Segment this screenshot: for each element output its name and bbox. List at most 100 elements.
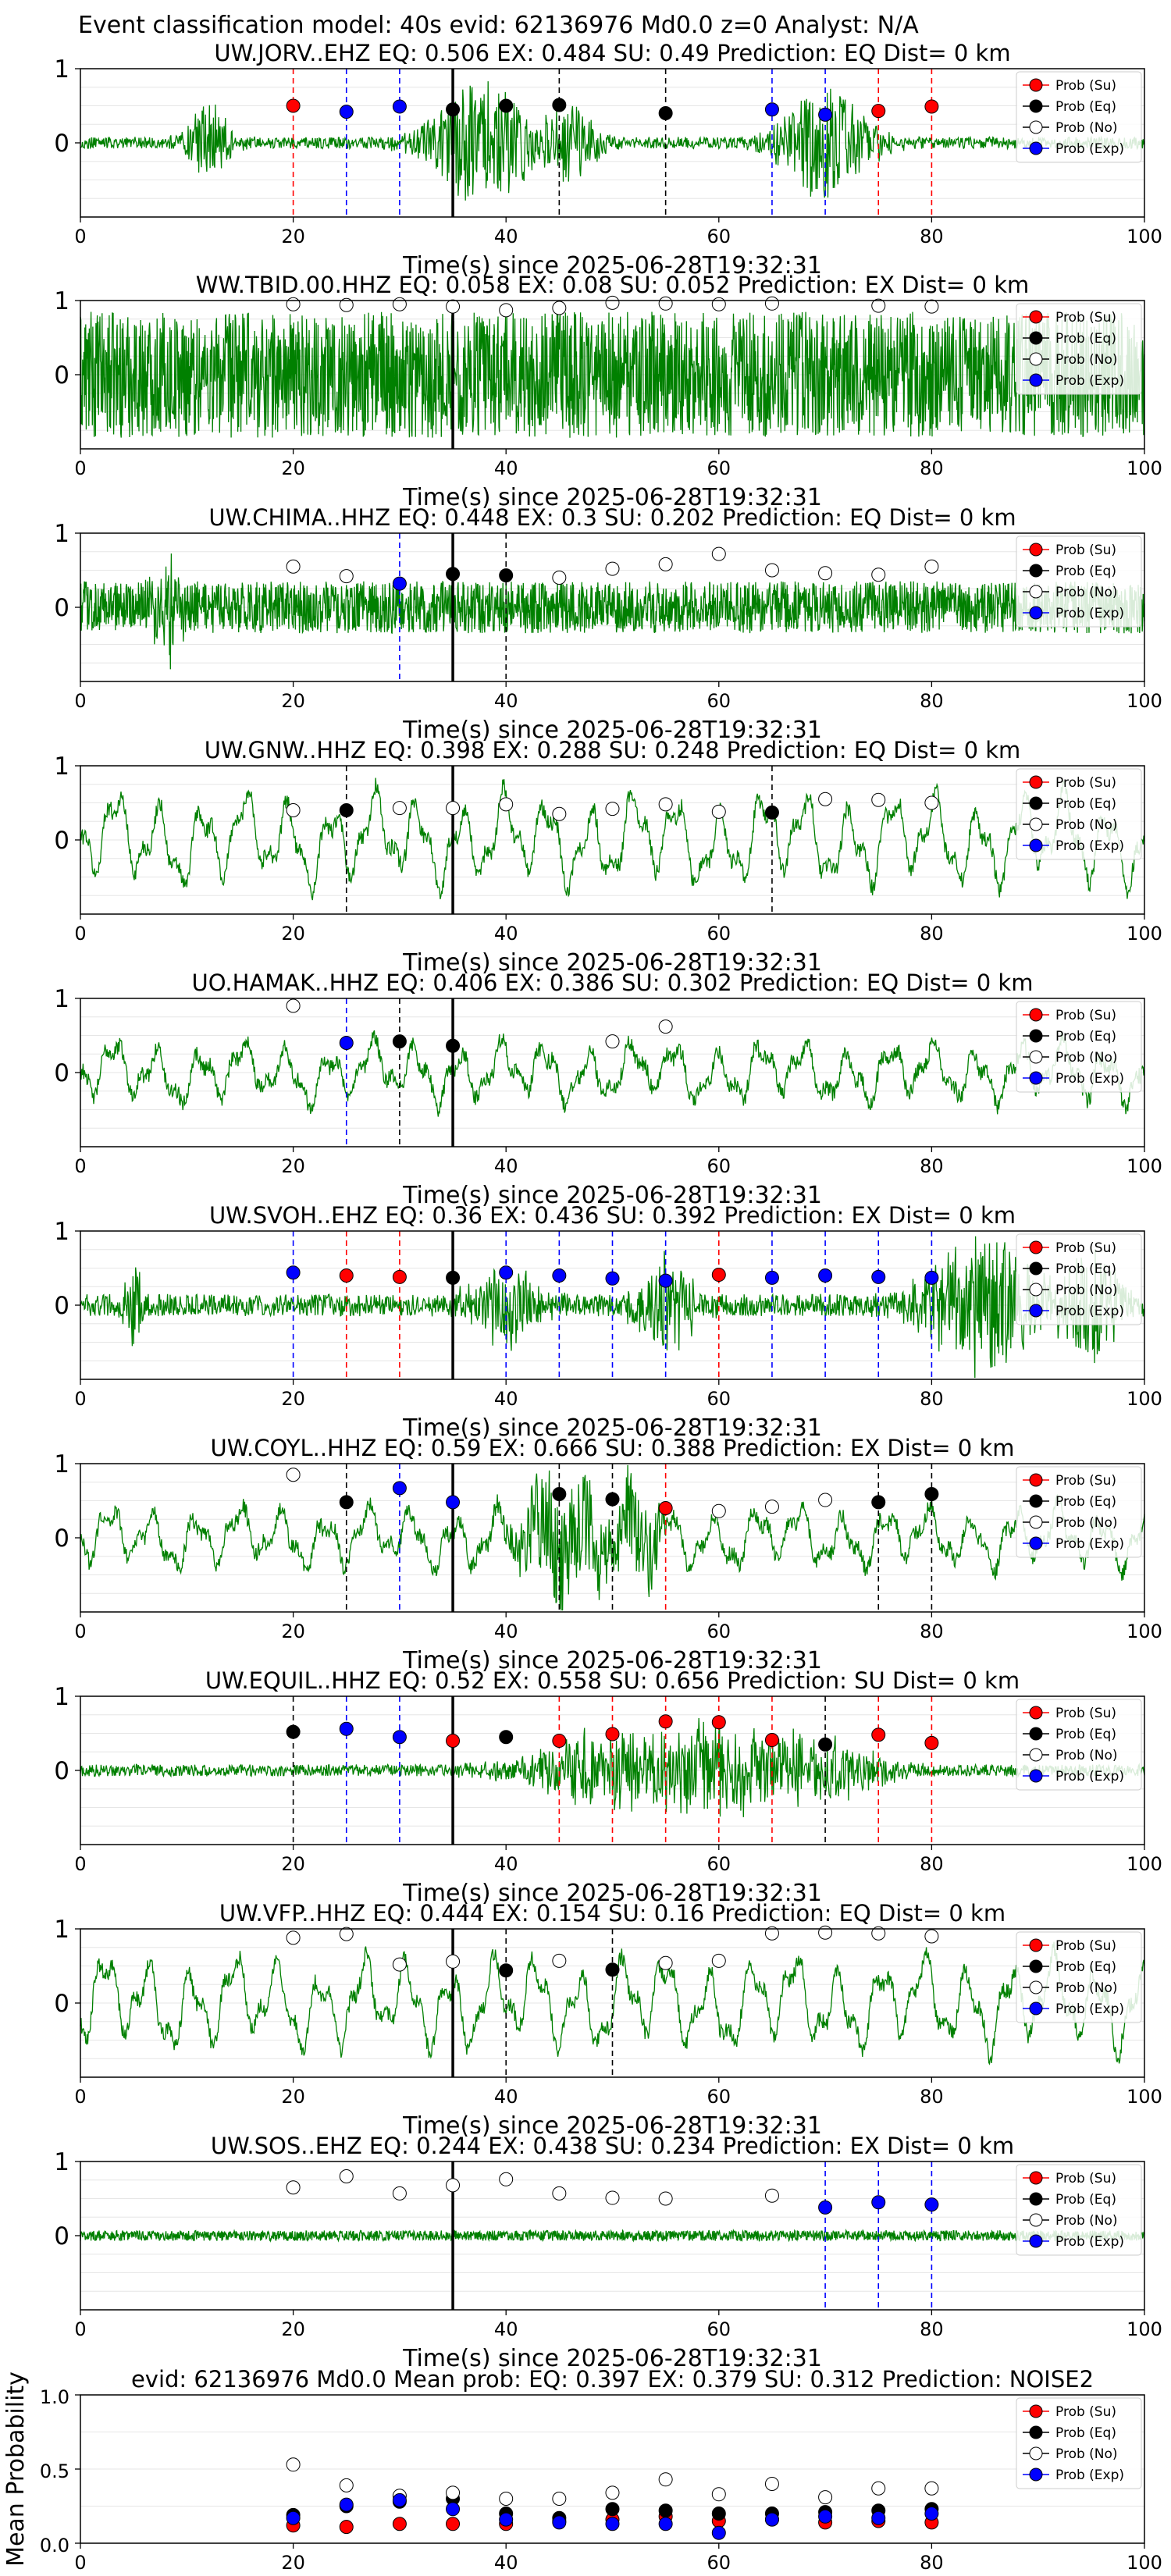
x-tick-label: 0: [74, 2318, 86, 2340]
panel-10: evid: 62136976 Md0.0 Mean prob: EQ: 0.39…: [2, 2366, 1162, 2574]
x-tick-label: 20: [281, 226, 305, 247]
legend-label-eq: Prob (Eq): [1055, 796, 1116, 812]
prob-point-no: [605, 1034, 620, 1049]
prob-point-no: [552, 571, 567, 585]
legend-label-su: Prob (Su): [1055, 775, 1116, 791]
y-tick-label: 0: [54, 594, 69, 622]
prob-point-no: [924, 795, 939, 810]
x-tick-label: 60: [707, 1621, 731, 1642]
x-tick-label: 40: [494, 2552, 518, 2574]
prob-point-eq: [446, 102, 461, 117]
legend-frame: [1016, 2397, 1142, 2489]
mean-prob-point-exp: [924, 2507, 939, 2521]
legend-marker-su: [1029, 1240, 1043, 1254]
y-tick-label: 1.0: [40, 2386, 69, 2408]
mean-prob-point-no: [924, 2481, 939, 2496]
prob-point-no: [339, 569, 354, 584]
prob-point-exp: [499, 1265, 514, 1280]
x-axis-label: Time(s) since 2025-06-28T19:32:31: [402, 949, 822, 977]
x-tick-label: 80: [920, 690, 944, 712]
legend-marker-no: [1029, 1050, 1043, 1064]
y-tick-label: 0: [54, 1525, 69, 1553]
mean-prob-point-no: [818, 2490, 833, 2505]
prob-point-no: [499, 797, 514, 812]
legend-marker-exp: [1029, 2234, 1043, 2248]
prob-point-exp: [764, 1270, 779, 1285]
legend-frame: [1016, 768, 1142, 860]
panel-0: UW.JORV..EHZ EQ: 0.506 EX: 0.484 SU: 0.4…: [54, 40, 1162, 279]
y-tick-label: 1: [54, 287, 69, 315]
x-axis-label: Time(s) since 2025-06-28T19:32:31: [402, 1414, 822, 1442]
y-tick-label: 1: [54, 1450, 69, 1478]
prob-point-su: [711, 1715, 726, 1730]
legend-frame: [1016, 1466, 1142, 1558]
x-tick-label: 80: [920, 457, 944, 479]
legend: Prob (Su) Prob (Eq) Prob (No) Prob (Exp): [1016, 768, 1142, 860]
legend-marker-no: [1029, 817, 1043, 831]
prob-point-no: [658, 1955, 673, 1970]
panel-1: WW.TBID.00.HHZ EQ: 0.058 EX: 0.08 SU: 0.…: [54, 272, 1162, 511]
y-tick-label: 0.5: [40, 2460, 69, 2482]
prob-point-eq: [605, 1492, 620, 1507]
x-tick-label: 0: [74, 1621, 86, 1642]
prob-point-no: [286, 1930, 301, 1945]
x-axis-label: Time(s) since 2025-06-28T19:32:31: [402, 1647, 822, 1674]
x-tick-label: 40: [494, 2086, 518, 2108]
legend-label-exp: Prob (Exp): [1055, 2001, 1124, 2017]
legend: Prob (Su) Prob (Eq) Prob (No) Prob (Exp): [1016, 1931, 1142, 2023]
mean-prob-point-exp: [818, 2509, 833, 2524]
legend-marker-exp: [1029, 2467, 1043, 2482]
x-tick-label: 80: [920, 1853, 944, 1875]
x-tick-label: 60: [707, 2318, 731, 2340]
x-tick-label: 0: [74, 226, 86, 247]
prob-point-no: [711, 546, 726, 561]
legend-label-exp: Prob (Exp): [1055, 1769, 1124, 1784]
x-tick-label: 40: [494, 1621, 518, 1642]
mean-prob-point-su: [392, 2517, 407, 2532]
x-tick-label: 20: [281, 1388, 305, 1410]
y-tick-label: 0: [54, 827, 69, 855]
x-axis-label: Time(s) since 2025-06-28T19:32:31: [402, 717, 822, 744]
x-tick-label: 40: [494, 690, 518, 712]
prob-point-no: [552, 806, 567, 821]
prob-point-exp: [924, 1270, 939, 1285]
prob-point-su: [392, 1269, 407, 1284]
y-tick-label: 0: [54, 1292, 69, 1320]
prob-point-su: [446, 1734, 461, 1748]
mean-prob-point-eq: [605, 2502, 620, 2517]
prob-point-no: [499, 2172, 514, 2186]
legend-label-eq: Prob (Eq): [1055, 1029, 1116, 1044]
panel-title: UW.EQUIL..HHZ EQ: 0.52 EX: 0.558 SU: 0.6…: [205, 1667, 1020, 1694]
waveform-trace: [80, 553, 1145, 670]
prob-point-exp: [339, 1721, 354, 1736]
legend-marker-no: [1029, 1980, 1043, 1994]
y-tick-label: 0.0: [40, 2535, 69, 2556]
waveform-trace: [80, 1464, 1145, 1611]
x-tick-label: 100: [1127, 457, 1162, 479]
waveform-trace: [80, 1030, 1145, 1117]
legend-label-su: Prob (Su): [1055, 1473, 1116, 1489]
x-tick-label: 100: [1127, 226, 1162, 247]
prob-point-su: [605, 1727, 620, 1742]
panel-4: UO.HAMAK..HHZ EQ: 0.406 EX: 0.386 SU: 0.…: [54, 970, 1162, 1209]
legend-marker-su: [1029, 2404, 1043, 2418]
prob-point-eq: [658, 106, 673, 120]
legend-label-no: Prob (No): [1055, 352, 1118, 368]
legend-label-eq: Prob (Eq): [1055, 1727, 1116, 1742]
x-tick-label: 80: [920, 2086, 944, 2108]
mean-prob-point-no: [339, 2478, 354, 2492]
legend-frame: [1016, 1699, 1142, 1791]
y-tick-label: 0: [54, 361, 69, 390]
legend-marker-no: [1029, 352, 1043, 366]
legend-label-no: Prob (No): [1055, 1050, 1118, 1066]
legend: Prob (Su) Prob (Eq) Prob (No) Prob (Exp): [1016, 303, 1142, 395]
legend-marker-eq: [1029, 564, 1043, 578]
legend-marker-no: [1029, 1748, 1043, 1762]
legend-marker-exp: [1029, 1769, 1043, 1783]
prob-point-su: [658, 1714, 673, 1729]
x-tick-label: 60: [707, 2552, 731, 2574]
prob-point-no: [818, 792, 833, 806]
prob-point-exp: [339, 1036, 354, 1050]
legend-label-su: Prob (Su): [1055, 78, 1116, 94]
prob-point-su: [924, 99, 939, 114]
